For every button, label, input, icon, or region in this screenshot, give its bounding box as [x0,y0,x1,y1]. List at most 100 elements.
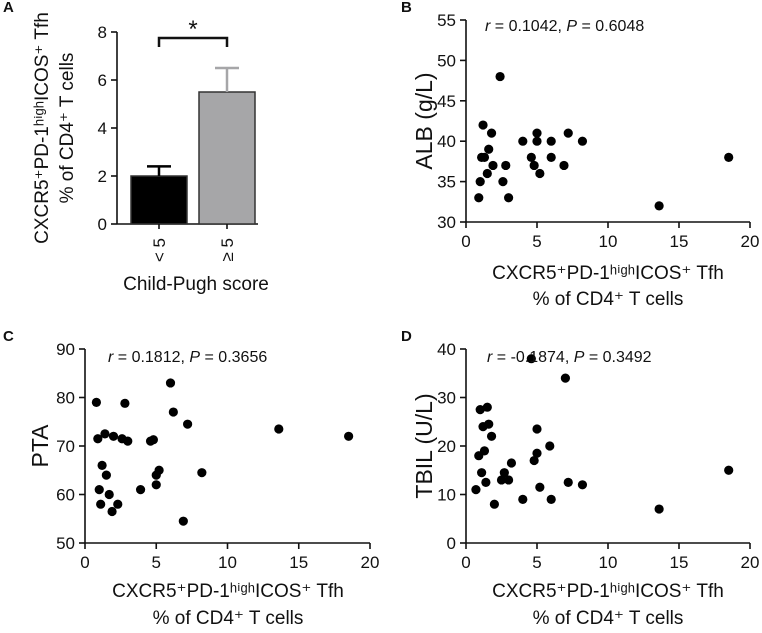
x-axis-label-line1: CXCR5⁺PD-1ʰⁱᵍʰICOS⁺ Tfh [112,581,344,602]
data-point [559,160,569,171]
stat-value: = 0.3492 [584,349,651,366]
stat-value: = 0.1042, [490,18,566,35]
y-tick-label: 45 [437,92,456,111]
y-tick-label: 30 [437,213,456,232]
y-tick-label: 10 [437,486,456,505]
y-tick-label: 6 [98,71,107,90]
y-tick-label: 70 [56,437,75,456]
y-tick-label: 2 [98,167,107,186]
y-tick-label: 50 [56,534,75,553]
data-point [101,470,111,480]
y-tick-label: 40 [437,132,456,151]
x-tick-label: 15 [670,232,689,251]
panel-letter-a: A [3,0,14,16]
stat-symbol: P [574,349,585,366]
data-point [148,435,158,445]
bar [198,91,256,225]
x-tick-label: 10 [218,553,237,572]
x-axis-label-line1: CXCR5⁺PD-1ʰⁱᵍʰICOS⁺ Tfh [492,581,724,602]
y-axis-label-line1: CXCR5⁺PD-1ʰⁱᵍʰICOS⁺ Tfh [32,12,53,244]
data-point [488,160,498,171]
stat-symbol: P [566,18,577,35]
data-point [486,431,497,441]
x-axis-label: Child-Pugh score [123,274,269,295]
data-point [560,373,571,383]
x-axis-label-line2: % of CD4⁺ T cells [533,608,684,629]
data-point [563,477,573,487]
data-point [489,499,499,509]
data-point [165,378,176,388]
x-tick-label: 15 [670,553,689,572]
stats-annotation: r = 0.1812, P = 0.3656 [108,349,267,366]
data-point [475,405,485,415]
data-point [724,465,734,475]
significance-bracket [157,36,229,47]
y-axis-label-line2: % of CD4⁺ T cells [57,53,78,204]
x-tick-label: ≥ 5 [218,238,237,262]
data-point [151,480,161,490]
y-axis-label: ALB (g/L) [411,72,437,169]
panel-letter-d: D [401,328,412,345]
data-point [154,465,164,475]
data-point [526,354,536,364]
stat-symbol: r [487,349,493,366]
data-point [654,201,664,211]
data-point [123,436,133,446]
data-point [518,494,528,504]
stat-value: = 0.3656 [200,349,267,366]
y-tick-label: 35 [437,173,456,192]
x-tick-label: 0 [461,553,470,572]
data-point [496,475,507,485]
data-point [546,494,556,504]
data-point [481,477,491,487]
y-tick-label: 4 [98,119,107,138]
y-tick-label: 0 [447,534,456,553]
y-tick-label: 55 [437,11,456,30]
stat-value: = -0.1874, [492,349,573,366]
x-axis-label-line2: % of CD4⁺ T cells [153,608,304,629]
stat-symbol: r [485,18,491,35]
data-point [546,136,556,146]
data-point [498,177,508,187]
x-axis-label-line2: % of CD4⁺ T cells [533,289,684,310]
stats-annotation: r = 0.1042, P = 0.6048 [485,18,644,35]
x-tick-label: 20 [361,553,380,572]
x-tick-label: 5 [532,232,541,251]
data-point [577,136,588,146]
x-axis-label-line1: CXCR5⁺PD-1ʰⁱᵍʰICOS⁺ Tfh [492,263,724,284]
data-point [113,499,123,509]
data-point [96,499,106,509]
x-tick-label: 10 [599,553,618,572]
data-point [108,431,119,441]
data-point [344,431,354,441]
y-tick-label: 80 [56,389,75,408]
data-point [100,429,110,439]
y-tick-label: 40 [437,340,456,359]
panel-a: A 0 2 4 6 8 < 5 ≥ 5 * Child-Pugh score CXCR5⁺PD-1ʰ… [3,0,269,295]
data-point [532,136,542,146]
data-point [474,193,484,203]
x-tick-label: 0 [461,232,470,251]
stat-value: = 0.1812, [113,349,189,366]
y-tick-label: 30 [437,389,456,408]
data-point [107,506,117,517]
data-point [545,441,555,451]
data-point [97,460,107,470]
x-tick-label: 5 [532,553,541,572]
data-point [495,71,505,82]
data-point [486,128,497,138]
data-point [535,482,545,492]
data-point [477,468,487,478]
y-tick-label: 90 [56,340,75,359]
x-tick-label: 10 [599,232,618,251]
significance-star: * [188,16,197,43]
data-point [135,485,146,495]
data-point [482,168,492,179]
data-point [91,397,101,407]
data-point [197,468,207,478]
data-point [484,144,494,154]
data-point [183,419,193,429]
data-point [479,446,490,456]
stats-annotation: r = -0.1874, P = 0.3492 [487,349,652,366]
